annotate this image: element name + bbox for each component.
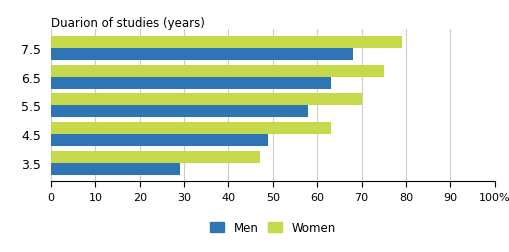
Bar [51,49,352,61]
Bar [51,163,179,175]
Bar [51,134,268,146]
Text: Duarion of studies (years): Duarion of studies (years) [51,17,205,30]
Bar [51,37,401,49]
Bar [51,77,330,89]
Bar [51,94,361,106]
Bar [51,65,383,77]
Bar [51,106,308,118]
Bar [51,122,330,134]
Legend: Men, Women: Men, Women [205,217,340,239]
Bar [51,151,259,163]
